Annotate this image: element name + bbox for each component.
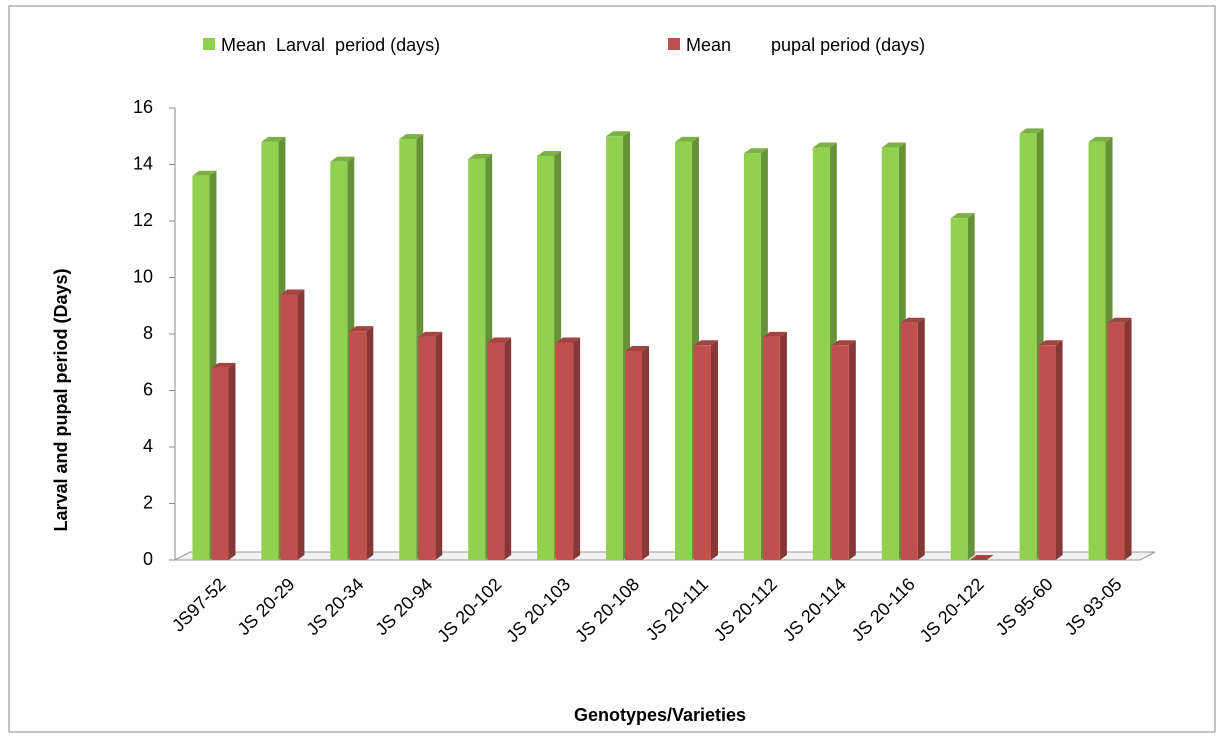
bar — [537, 156, 555, 560]
legend-label: Mean pupal period (days) — [686, 35, 925, 55]
bar-side — [642, 345, 650, 560]
bar — [418, 336, 436, 560]
bar-top — [349, 326, 374, 332]
bar — [192, 175, 210, 561]
bar-side — [297, 289, 305, 560]
x-axis-title: Genotypes/Varieties — [574, 705, 746, 725]
bar — [674, 141, 692, 560]
bar — [693, 345, 711, 560]
bar-top — [693, 340, 718, 346]
bar — [950, 218, 968, 561]
bar-top — [881, 142, 906, 148]
bar — [881, 147, 899, 561]
bar — [900, 322, 918, 560]
bar-top — [537, 151, 562, 157]
y-tick-label: 16 — [133, 97, 153, 117]
bar — [349, 331, 367, 560]
bar-side — [917, 317, 925, 560]
bar-top — [418, 331, 443, 337]
bar — [1038, 345, 1056, 560]
bar-top — [762, 331, 787, 337]
bar — [625, 350, 643, 560]
y-tick-label: 4 — [143, 436, 153, 456]
bar — [468, 158, 486, 560]
bar — [1019, 133, 1037, 561]
bar — [762, 336, 780, 560]
y-tick-label: 2 — [143, 492, 153, 512]
bar-side — [573, 337, 581, 560]
bar — [812, 147, 830, 561]
y-tick-label: 10 — [133, 266, 153, 286]
bar-side — [710, 340, 718, 560]
bar-top — [625, 345, 650, 351]
bar-top — [831, 340, 856, 346]
bar — [556, 342, 574, 560]
bar-top — [261, 136, 286, 142]
legend-label: Mean Larval period (days) — [221, 35, 440, 55]
bar-side — [848, 340, 856, 560]
legend-swatch — [668, 38, 680, 50]
bar — [211, 367, 229, 560]
y-tick-label: 8 — [143, 323, 153, 343]
bar-top — [969, 555, 994, 560]
bar-top — [1088, 136, 1113, 142]
bar-top — [950, 213, 975, 219]
y-axis-title: Larval and pupal period (Days) — [51, 268, 71, 531]
y-tick-label: 12 — [133, 210, 153, 230]
bar — [399, 139, 417, 560]
bar-side — [504, 337, 512, 560]
bar-top — [1019, 128, 1044, 134]
bar-top — [606, 131, 631, 137]
bar-top — [674, 136, 699, 142]
bar-top — [192, 170, 217, 176]
bar-side — [435, 331, 443, 560]
y-tick-label: 14 — [133, 153, 153, 173]
bar-top — [280, 289, 305, 295]
bar-top — [1038, 340, 1063, 346]
bar-top — [556, 337, 581, 343]
bar-top — [468, 153, 493, 159]
bar-top — [330, 156, 355, 162]
bar-side — [1124, 317, 1132, 560]
bar-top — [399, 134, 424, 140]
bar-side — [366, 326, 374, 560]
bar-top — [812, 142, 837, 148]
legend-swatch — [203, 38, 215, 50]
bar-top — [900, 317, 925, 323]
bar — [606, 136, 624, 560]
bar-side — [1055, 340, 1063, 560]
bar-top — [211, 362, 236, 368]
bar-side — [228, 362, 236, 560]
floor — [174, 551, 1156, 561]
bar — [1088, 141, 1106, 560]
y-tick-label: 0 — [143, 549, 153, 569]
bar — [261, 141, 279, 560]
bar-top — [1107, 317, 1132, 323]
bar — [330, 161, 348, 561]
bar — [831, 345, 849, 560]
bar — [1107, 322, 1125, 560]
bar — [280, 294, 298, 560]
bar-side — [779, 331, 787, 560]
bar — [743, 153, 761, 560]
bar-top — [743, 148, 768, 154]
bar-side — [967, 213, 975, 561]
y-tick-label: 6 — [143, 379, 153, 399]
bar — [487, 342, 505, 560]
bar-top — [487, 337, 512, 343]
